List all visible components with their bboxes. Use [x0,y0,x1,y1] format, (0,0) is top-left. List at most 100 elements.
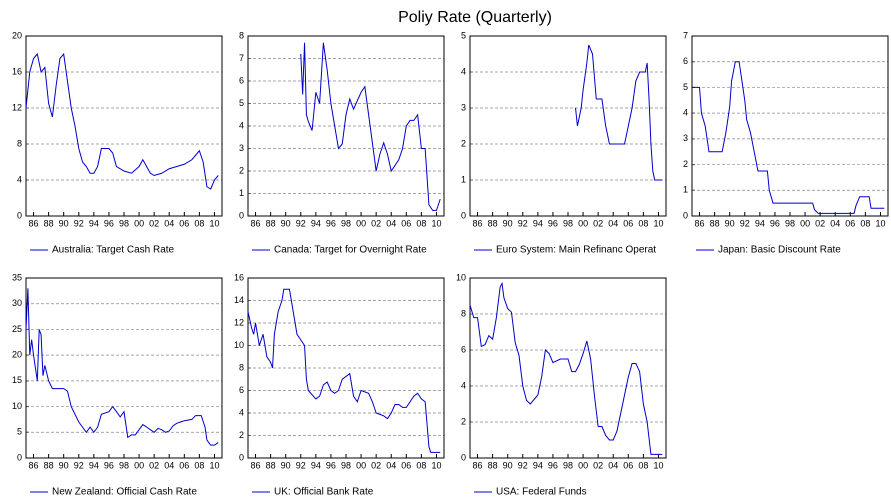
series-line [575,44,663,181]
series-line [25,288,219,446]
x-tick-label: 94 [89,218,99,228]
x-tick-label: 98 [341,218,351,228]
y-tick-label: 5 [461,30,466,40]
y-tick-label: 6 [239,75,244,85]
plot-frame [25,35,223,217]
plot-frame [247,35,445,217]
y-tick-label: 2 [683,159,688,169]
x-tick-label: 94 [533,460,543,470]
x-tick-label: 92 [518,460,528,470]
legend-label: Japan: Basic Discount Rate [718,245,841,256]
x-tick-label: 10 [875,218,885,228]
y-tick-label: 8 [461,308,466,318]
y-tick-label: 5 [683,82,688,92]
y-tick-label: 10 [234,340,244,350]
series-line [692,61,885,214]
legend-label: New Zealand: Official Cash Rate [52,487,197,498]
series-line [469,281,663,455]
x-tick-label: 94 [89,460,99,470]
y-tick-label: 2 [239,165,244,175]
x-tick-label: 94 [311,460,321,470]
y-tick-label: 20 [12,30,22,40]
y-tick-label: 35 [12,272,22,282]
y-tick-label: 4 [239,120,244,130]
y-tick-label: 0 [17,452,22,462]
x-tick-label: 96 [548,460,558,470]
y-tick-label: 4 [683,108,688,118]
y-tick-label: 6 [239,385,244,395]
y-tick-label: 1 [461,174,466,184]
x-tick-label: 10 [653,218,663,228]
x-tick-label: 04 [830,218,840,228]
x-tick-label: 02 [815,218,825,228]
x-tick-label: 06 [401,218,411,228]
x-tick-label: 88 [488,218,498,228]
x-tick-label: 08 [416,218,426,228]
x-tick-label: 08 [194,460,204,470]
x-tick-label: 02 [593,460,603,470]
x-tick-label: 86 [695,218,705,228]
x-tick-label: 04 [608,460,618,470]
x-tick-label: 96 [326,218,336,228]
legend-label: USA: Federal Funds [496,487,587,498]
y-tick-label: 12 [234,317,244,327]
y-tick-label: 10 [456,272,466,282]
x-tick-label: 00 [356,218,366,228]
x-tick-label: 00 [800,218,810,228]
x-tick-label: 08 [416,460,426,470]
x-tick-label: 90 [281,460,291,470]
x-tick-label: 92 [74,460,84,470]
chart-title: Poliy Rate (Quarterly) [398,9,552,26]
x-tick-label: 88 [488,460,498,470]
y-tick-label: 3 [239,143,244,153]
y-tick-label: 7 [683,30,688,40]
x-tick-label: 94 [755,218,765,228]
x-tick-label: 06 [179,460,189,470]
y-tick-label: 2 [239,430,244,440]
y-tick-label: 1 [683,185,688,195]
x-tick-label: 98 [119,460,129,470]
x-tick-label: 06 [179,218,189,228]
y-tick-label: 1 [239,188,244,198]
x-tick-label: 08 [860,218,870,228]
legend-label: Australia: Target Cash Rate [52,245,175,256]
x-tick-label: 90 [59,460,69,470]
y-tick-label: 16 [12,66,22,76]
y-tick-label: 6 [461,344,466,354]
x-tick-label: 86 [251,460,261,470]
x-tick-label: 04 [386,218,396,228]
x-tick-label: 86 [473,218,483,228]
x-tick-label: 98 [563,460,573,470]
x-tick-label: 96 [326,460,336,470]
x-tick-label: 90 [281,218,291,228]
x-tick-label: 94 [311,218,321,228]
y-tick-label: 7 [239,53,244,63]
x-tick-label: 10 [431,460,441,470]
x-tick-label: 10 [209,460,219,470]
y-tick-label: 16 [234,272,244,282]
x-tick-label: 00 [134,460,144,470]
x-tick-label: 90 [725,218,735,228]
x-tick-label: 92 [74,218,84,228]
x-tick-label: 08 [638,460,648,470]
x-tick-label: 06 [623,218,633,228]
x-tick-label: 06 [623,460,633,470]
legend-label: UK: Official Bank Rate [274,487,374,498]
y-tick-label: 8 [239,30,244,40]
y-tick-label: 10 [12,401,22,411]
x-tick-label: 86 [473,460,483,470]
x-tick-label: 86 [29,460,39,470]
x-tick-label: 04 [164,460,174,470]
y-tick-label: 5 [17,427,22,437]
x-tick-label: 00 [578,460,588,470]
y-tick-label: 14 [234,295,244,305]
y-tick-label: 4 [461,380,466,390]
x-tick-label: 88 [266,218,276,228]
x-tick-label: 88 [44,460,54,470]
x-tick-label: 02 [371,218,381,228]
y-tick-label: 4 [17,174,22,184]
x-tick-label: 92 [740,218,750,228]
x-tick-label: 92 [296,218,306,228]
series-line [25,52,219,190]
series-line [247,288,441,453]
